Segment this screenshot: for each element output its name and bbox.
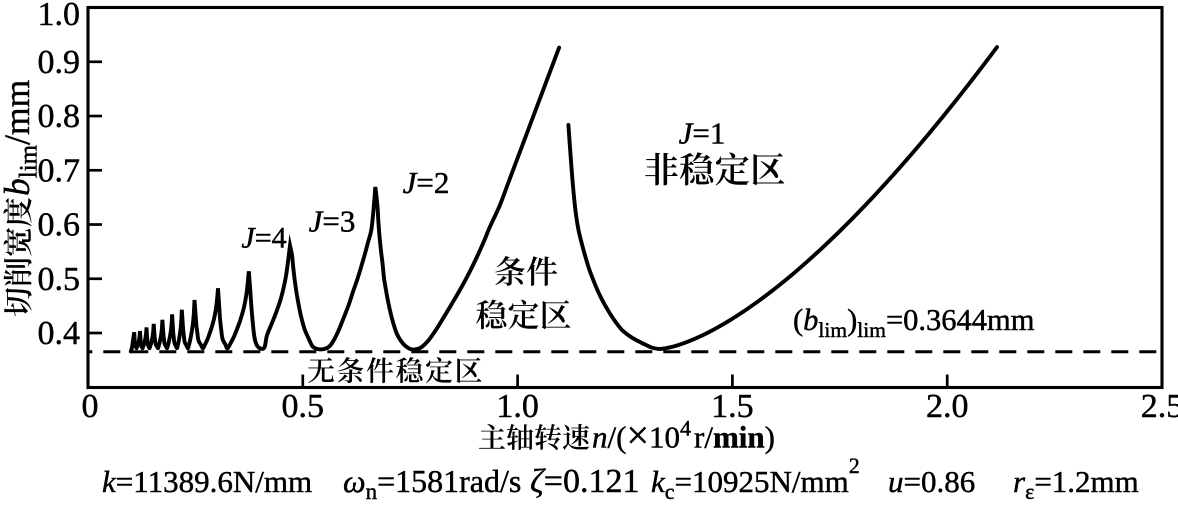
svg-text:0.5: 0.5 (38, 261, 81, 298)
svg-text:J=2: J=2 (403, 165, 450, 200)
svg-text:kc=10925N/mm2: kc=10925N/mm2 (651, 453, 860, 502)
svg-text:0.4: 0.4 (38, 315, 81, 352)
svg-text:J=4: J=4 (241, 222, 286, 255)
svg-text:J=3: J=3 (309, 204, 356, 239)
svg-text:0.9: 0.9 (38, 44, 81, 81)
svg-text:0.6: 0.6 (38, 207, 81, 244)
svg-text:rε=1.2mm: rε=1.2mm (1013, 464, 1139, 502)
svg-text:1.0: 1.0 (38, 0, 81, 33)
svg-text:2.0: 2.0 (926, 388, 969, 425)
svg-text:J=1: J=1 (679, 116, 726, 151)
svg-text:0.5: 0.5 (282, 388, 325, 425)
svg-text:ζ=0.121: ζ=0.121 (530, 463, 639, 500)
svg-text:u=0.86: u=0.86 (888, 464, 975, 499)
svg-text:1.0: 1.0 (496, 388, 539, 425)
svg-text:0: 0 (82, 388, 99, 425)
svg-text:ωn=1581rad/s: ωn=1581rad/s (343, 463, 521, 502)
svg-text:2.5: 2.5 (1141, 388, 1178, 425)
svg-text:0.8: 0.8 (38, 98, 81, 135)
svg-text:1.5: 1.5 (711, 388, 754, 425)
svg-text:k=11389.6N/mm: k=11389.6N/mm (102, 464, 312, 499)
svg-text:blim/mm: blim/mm (0, 79, 43, 196)
svg-text:n/(×104r/min): n/(×104r/min) (592, 413, 775, 458)
svg-text:0.7: 0.7 (38, 152, 81, 189)
